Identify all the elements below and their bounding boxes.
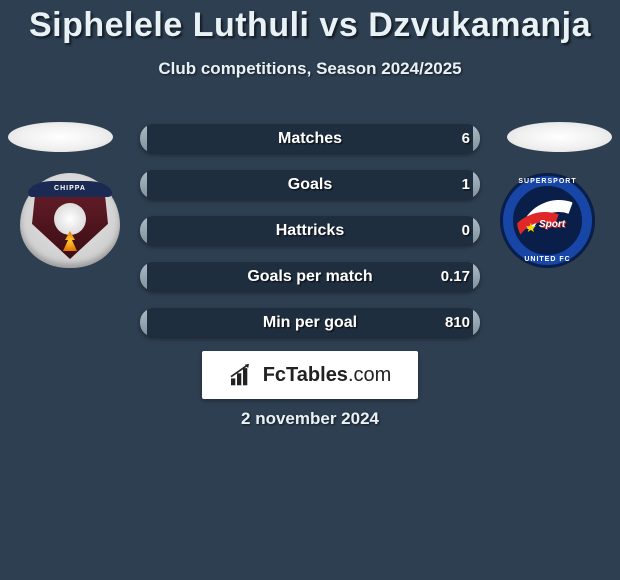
branding-text: FcTables.com <box>263 364 392 387</box>
page-subtitle: Club competitions, Season 2024/2025 <box>0 59 620 79</box>
stat-row: Min per goal810 <box>140 308 480 337</box>
branding-badge[interactable]: FcTables.com <box>202 351 418 399</box>
fctables-logo-icon <box>229 363 257 387</box>
chippa-crest-icon: CHIPPA <box>20 173 120 268</box>
stat-value-right: 1 <box>452 170 480 199</box>
player-avatar-left <box>8 122 113 152</box>
stat-row: Matches6 <box>140 124 480 153</box>
player-avatar-right <box>507 122 612 152</box>
stat-value-right: 0.17 <box>431 262 480 291</box>
branding-text-bold: FcTables <box>263 364 348 386</box>
stat-value-right: 6 <box>452 124 480 153</box>
supersport-crest-icon: SUPERSPORT UNITED FC ★ Sport <box>500 173 595 268</box>
stat-label: Matches <box>140 124 480 153</box>
date-label: 2 november 2024 <box>0 409 620 429</box>
crest-right-ring-bot: UNITED FC <box>500 256 595 263</box>
crest-right-ring-top: SUPERSPORT <box>500 178 595 185</box>
club-badge-left: CHIPPA <box>20 173 120 268</box>
stat-label: Hattricks <box>140 216 480 245</box>
stat-row: Hattricks0 <box>140 216 480 245</box>
crest-right-inner-text: Sport <box>539 219 565 230</box>
crest-left-text: CHIPPA <box>28 181 112 197</box>
stat-label: Goals <box>140 170 480 199</box>
club-badge-right: SUPERSPORT UNITED FC ★ Sport <box>500 173 600 268</box>
page-title: Siphelele Luthuli vs Dzvukamanja <box>0 0 620 45</box>
stat-label: Min per goal <box>140 308 480 337</box>
stat-row: Goals per match0.17 <box>140 262 480 291</box>
stat-row: Goals1 <box>140 170 480 199</box>
stats-bars: Matches6Goals1Hattricks0Goals per match0… <box>140 124 480 354</box>
comparison-card: Siphelele Luthuli vs Dzvukamanja Club co… <box>0 0 620 580</box>
stat-value-right: 810 <box>435 308 480 337</box>
stat-label: Goals per match <box>140 262 480 291</box>
branding-text-light: .com <box>348 364 391 386</box>
stat-value-right: 0 <box>452 216 480 245</box>
